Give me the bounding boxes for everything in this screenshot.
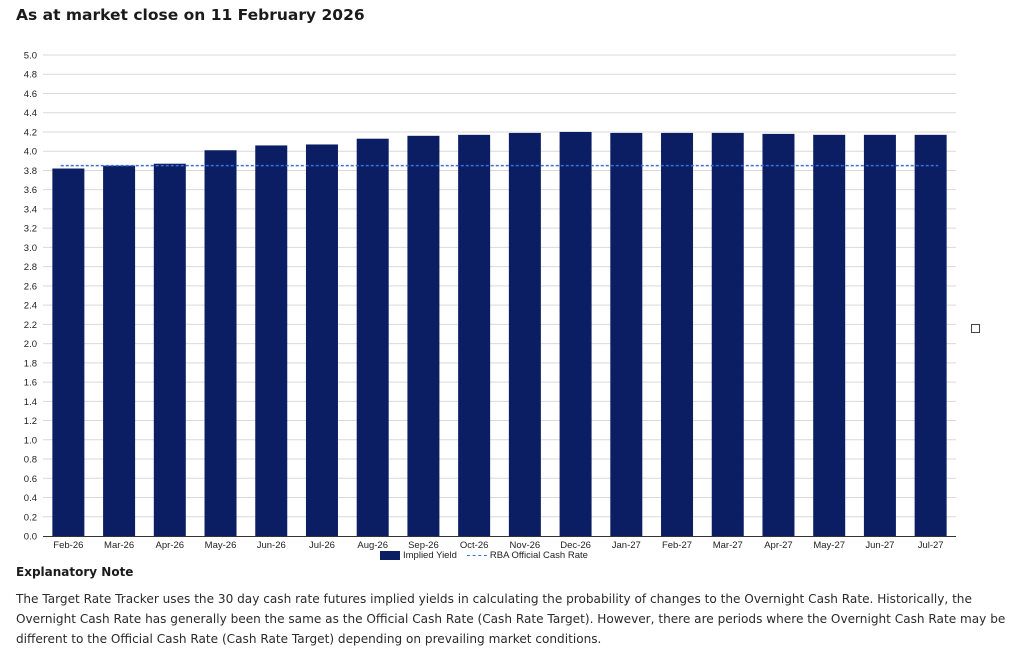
x-tick-label: May-27	[813, 540, 845, 551]
x-tick-label: Nov-26	[510, 540, 541, 551]
x-tick-label: Dec-26	[560, 540, 591, 551]
x-tick-label: Feb-26	[53, 540, 83, 551]
y-tick-label: 3.0	[24, 243, 37, 254]
bar	[508, 132, 541, 536]
bar	[610, 132, 643, 536]
y-tick-label: 2.6	[24, 281, 37, 292]
y-tick-label: 3.2	[24, 224, 37, 235]
y-tick-label: 1.8	[24, 358, 37, 369]
x-tick-label: Jan-27	[612, 540, 641, 551]
bar	[103, 165, 136, 536]
bar	[711, 132, 744, 536]
y-tick-label: 4.0	[24, 147, 37, 158]
bar	[863, 134, 896, 536]
y-tick-label: 0.8	[24, 455, 37, 466]
y-tick-label: 1.4	[24, 397, 37, 408]
x-tick-label: Apr-27	[764, 540, 793, 551]
page-title: As at market close on 11 February 2026	[16, 6, 365, 24]
implied-yield-chart: 0.0 0.2 0.4 0.6 0.8 1.0 1.2 1.4 1.6 1.8 2.0 2.2 2.4 2…	[24, 51, 956, 551]
x-tick-label: Aug-26	[357, 540, 388, 551]
bar	[52, 168, 85, 537]
legend-label-cash-rate: RBA Official Cash Rate	[489, 549, 588, 561]
y-tick-label: 3.6	[24, 185, 37, 196]
x-tick-label: May-26	[205, 540, 237, 551]
y-tick-label: 2.4	[24, 301, 37, 312]
bar	[407, 135, 440, 537]
y-tick-label: 0.0	[24, 532, 37, 543]
x-tick-label: Jun-26	[257, 540, 286, 551]
legend-item-cash-rate: RBA Official Cash Rate	[466, 549, 588, 561]
legend-dashed-line-icon	[466, 554, 487, 556]
y-tick-label: 3.8	[24, 166, 37, 177]
bar	[356, 138, 389, 536]
bar	[305, 144, 338, 536]
bar	[458, 134, 491, 536]
x-tick-label: Apr-26	[156, 540, 185, 551]
bar	[559, 131, 592, 536]
y-tick-label: 5.0	[24, 51, 37, 62]
x-tick-label: Sep-26	[408, 540, 439, 551]
y-tick-label: 4.6	[24, 89, 37, 100]
y-tick-label: 0.6	[24, 474, 37, 485]
explanatory-note-heading: Explanatory Note	[16, 565, 134, 579]
x-tick-label: Jul-26	[309, 540, 335, 551]
y-tick-label: 3.4	[24, 204, 37, 215]
bar	[762, 133, 795, 536]
x-tick-label: Jun-27	[865, 540, 894, 551]
y-tick-label: 1.6	[24, 378, 37, 389]
x-tick-label: Oct-26	[460, 540, 489, 551]
explanatory-note-body: The Target Rate Tracker uses the 30 day …	[16, 592, 1006, 646]
legend-item-implied-yield: Implied Yield	[380, 550, 457, 561]
chart-legend: Implied Yield RBA Official Cash Rate	[380, 548, 588, 562]
x-tick-label: Mar-27	[713, 540, 743, 551]
y-tick-label: 1.0	[24, 435, 37, 446]
x-tick-label: Feb-27	[662, 540, 692, 551]
bar	[661, 132, 694, 536]
y-tick-label: 0.4	[24, 493, 37, 504]
x-tick-label: Mar-26	[104, 540, 134, 551]
legend-bar-swatch-icon	[380, 550, 400, 560]
x-tick-label: Jul-27	[918, 540, 944, 551]
y-tick-label: 4.4	[24, 108, 37, 119]
bar	[204, 150, 237, 536]
y-tick-label: 1.2	[24, 416, 37, 427]
bar	[153, 163, 186, 536]
bar	[255, 145, 288, 537]
y-tick-label: 4.2	[24, 127, 37, 138]
y-tick-label: 2.2	[24, 320, 37, 331]
bar	[914, 134, 947, 536]
bar	[813, 134, 846, 536]
y-tick-label: 0.2	[24, 512, 37, 523]
y-tick-label: 2.0	[24, 339, 37, 350]
expand-chart-icon[interactable]	[971, 324, 980, 333]
y-tick-label: 4.8	[24, 70, 37, 81]
legend-label-implied-yield: Implied Yield	[403, 549, 457, 561]
y-tick-label: 2.8	[24, 262, 37, 273]
